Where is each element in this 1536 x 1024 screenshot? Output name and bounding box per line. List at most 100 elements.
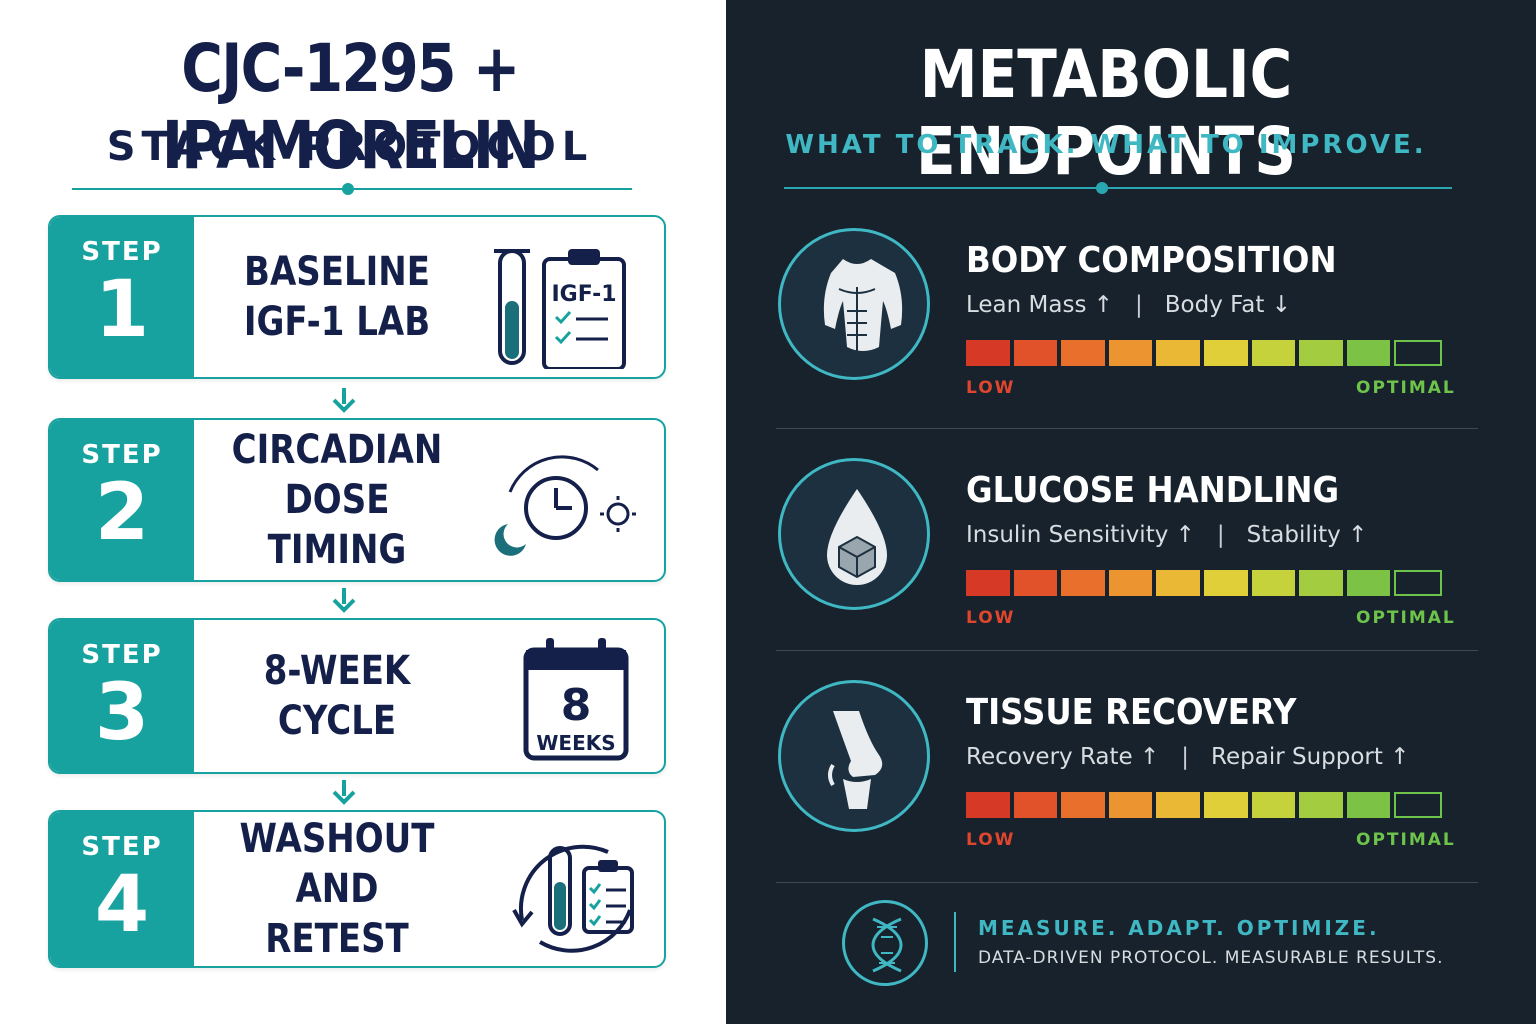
metric-sub-a: Recovery Rate ↑: [966, 744, 1160, 770]
level-segment-filled: [1203, 570, 1248, 596]
protocol-subtitle: STACK PROTOCOL: [106, 124, 594, 170]
down-arrow-icon: [332, 780, 356, 805]
level-segment-filled: [1203, 340, 1248, 366]
level-segment-filled: [1346, 570, 1391, 596]
level-segment-filled: [966, 340, 1010, 366]
metric-sub-b: Body Fat ↓: [1164, 292, 1291, 318]
level-segment-filled: [1108, 570, 1153, 596]
step-line-1: WASHOUT: [239, 816, 435, 862]
metric-subtext: Insulin Sensitivity ↑ | Stability ↑: [966, 522, 1368, 548]
low-label: LOW: [966, 378, 1016, 398]
footer-divider: [954, 912, 956, 972]
metric-sub-b: Stability ↑: [1246, 522, 1368, 548]
section-divider: [776, 882, 1478, 883]
title-divider: [784, 182, 1452, 194]
level-segment-filled: [1251, 792, 1296, 818]
section-divider: [776, 428, 1478, 429]
level-segment-filled: [1061, 792, 1105, 818]
step-line-1: BASELINE: [244, 249, 430, 295]
step-4-tab: STEP 4: [50, 812, 194, 966]
level-segment-filled: [966, 570, 1010, 596]
metric-sub-a: Insulin Sensitivity ↑: [966, 522, 1195, 548]
step-label: STEP: [81, 237, 163, 267]
level-segment-filled: [1156, 792, 1200, 818]
step-number: 4: [94, 860, 150, 950]
metric-heading: TISSUE RECOVERY: [966, 692, 1297, 733]
metric-glucose-handling: GLUCOSE HANDLING Insulin Sensitivity ↑ | S…: [776, 458, 1478, 658]
protocol-title: CJC-1295 + IPAMORELIN: [161, 30, 540, 184]
level-segment-filled: [1108, 340, 1153, 366]
optimal-label: OPTIMAL: [1356, 830, 1456, 850]
level-segment-filled: [1013, 792, 1058, 818]
level-segment-filled: [1061, 340, 1105, 366]
step-line-2: IGF-1 LAB: [243, 299, 431, 345]
step-3-tab: STEP 3: [50, 620, 194, 772]
svg-text:IGF-1: IGF-1: [551, 282, 616, 307]
level-segment-empty: [1394, 792, 1442, 818]
step-1-tab: STEP 1: [50, 217, 194, 377]
level-segment-filled: [1251, 340, 1296, 366]
step-2-text: CIRCADIAN DOSE TIMING: [222, 420, 452, 580]
step-3-card: STEP 3 8-WEEK CYCLE 8 WEEKS: [48, 618, 666, 774]
level-segment-filled: [1156, 340, 1200, 366]
metric-subtext: Recovery Rate ↑ | Repair Support ↑: [966, 744, 1410, 770]
metric-subtext: Lean Mass ↑ | Body Fat ↓: [966, 292, 1291, 318]
level-segment-filled: [1013, 340, 1058, 366]
step-line-2: CYCLE: [277, 698, 397, 744]
low-label: LOW: [966, 830, 1016, 850]
metric-heading: GLUCOSE HANDLING: [966, 470, 1340, 511]
step-number: 1: [94, 265, 150, 355]
step-1-text: BASELINE IGF-1 LAB: [222, 217, 452, 377]
footer-subtagline: DATA-DRIVEN PROTOCOL. MEASURABLE RESULTS…: [978, 948, 1444, 968]
down-arrow-icon: [332, 388, 356, 413]
metric-heading: BODY COMPOSITION: [966, 240, 1337, 281]
level-segment-filled: [1346, 792, 1391, 818]
step-label: STEP: [81, 440, 163, 470]
step-line-2: AND RETEST: [265, 866, 409, 962]
knee-joint-icon: [778, 680, 930, 832]
metric-body-composition: BODY COMPOSITION Lean Mass ↑ | Body Fat ↓ …: [776, 228, 1478, 428]
endpoints-title: METABOLIC ENDPOINTS: [915, 36, 1297, 190]
level-bar: [966, 792, 1442, 818]
step-label: STEP: [81, 640, 163, 670]
level-segment-filled: [1108, 792, 1153, 818]
level-bar: [966, 340, 1442, 366]
step-2-card: STEP 2 CIRCADIAN DOSE TIMING: [48, 418, 666, 582]
step-number: 2: [94, 468, 150, 558]
section-divider: [776, 650, 1478, 651]
step-line-1: CIRCADIAN: [231, 427, 443, 473]
level-segment-filled: [1299, 570, 1343, 596]
protocol-panel: CJC-1295 + IPAMORELIN STACK PROTOCOL STE…: [0, 0, 726, 1024]
optimal-label: OPTIMAL: [1356, 608, 1456, 628]
level-bar: [966, 570, 1442, 596]
dna-icon: [842, 900, 928, 986]
svg-text:WEEKS: WEEKS: [536, 731, 615, 755]
footer-tagline: MEASURE. ADAPT. OPTIMIZE.: [978, 916, 1380, 940]
metric-tissue-recovery: TISSUE RECOVERY Recovery Rate ↑ | Repair S…: [776, 680, 1478, 880]
endpoints-panel: METABOLIC ENDPOINTS WHAT TO TRACK. WHAT …: [726, 0, 1536, 1024]
torso-icon: [778, 228, 930, 380]
clock-moon-sun-icon: [494, 455, 636, 556]
step-line-1: 8-WEEK: [263, 648, 411, 694]
step-4-card: STEP 4 WASHOUT AND RETEST: [48, 810, 666, 968]
down-arrow-icon: [332, 588, 356, 613]
level-segment-filled: [1346, 340, 1391, 366]
level-segment-filled: [966, 792, 1010, 818]
level-segment-filled: [1251, 570, 1296, 596]
cycle-test-tube-clipboard-icon: [512, 844, 634, 953]
level-segment-filled: [1299, 340, 1343, 366]
step-number: 3: [94, 668, 150, 758]
level-segment-filled: [1203, 792, 1248, 818]
calendar-icon: 8 WEEKS: [523, 638, 629, 761]
level-segment-filled: [1013, 570, 1058, 596]
level-segment-empty: [1394, 340, 1442, 366]
step-4-text: WASHOUT AND RETEST: [222, 812, 452, 966]
step-2-tab: STEP 2: [50, 420, 194, 580]
metric-sub-b: Repair Support ↑: [1211, 744, 1410, 770]
level-segment-empty: [1394, 570, 1442, 596]
level-segment-filled: [1061, 570, 1105, 596]
svg-text:8: 8: [561, 680, 592, 731]
step-label: STEP: [81, 832, 163, 862]
title-divider: [72, 183, 632, 195]
metric-sub-a: Lean Mass ↑: [966, 292, 1114, 318]
